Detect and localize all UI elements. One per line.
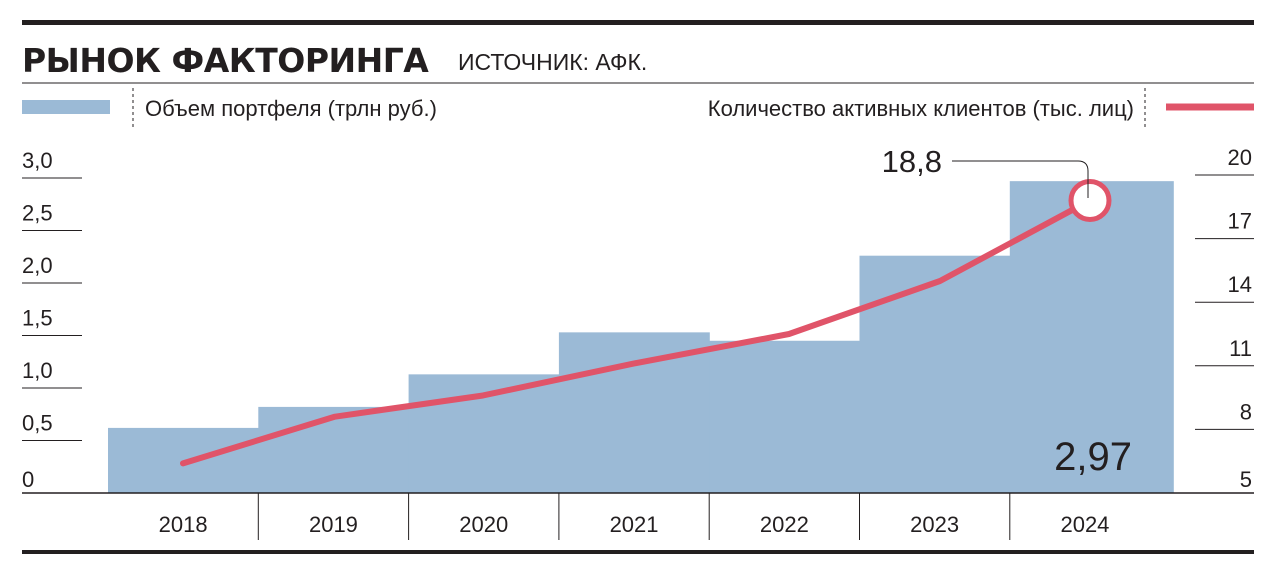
last-point-value-label: 18,8 <box>882 144 942 179</box>
year-label-2021: 2021 <box>610 512 659 537</box>
year-label-2022: 2022 <box>760 512 809 537</box>
bars <box>108 181 1174 493</box>
left-axis: 0 0,5 1,0 1,5 2,0 2,5 3,0 <box>22 148 82 492</box>
bar-2021 <box>558 332 710 493</box>
year-label-2018: 2018 <box>159 512 208 537</box>
year-label-2019: 2019 <box>309 512 358 537</box>
bar-2024 <box>1009 181 1174 493</box>
left-tick-label: 2,0 <box>22 253 53 278</box>
bottom-rule <box>22 550 1254 554</box>
clients-line <box>180 160 1112 467</box>
right-tick-label: 14 <box>1228 272 1252 297</box>
x-axis: 2018 2019 2020 2021 2022 2023 2024 <box>22 492 1254 540</box>
right-axis: 5 8 11 14 17 20 <box>1195 145 1254 492</box>
last-point-marker <box>1068 178 1112 222</box>
bar-2023 <box>859 255 1011 493</box>
legend-bar-swatch <box>22 100 110 114</box>
year-label-2024: 2024 <box>1060 512 1109 537</box>
top-rule <box>22 20 1254 25</box>
legend-line-label: Количество активных клиентов (тыс. лиц) <box>708 96 1134 121</box>
legend: Объем портфеля (трлн руб.) Количество ак… <box>22 88 1254 128</box>
bar-2019 <box>258 406 410 493</box>
right-tick-label: 17 <box>1228 209 1252 234</box>
left-tick-label: 2,5 <box>22 201 53 226</box>
chart-title: РЫНОК ФАКТОРИНГА <box>22 41 429 80</box>
bar-2020 <box>408 374 560 493</box>
left-tick-label: 1,5 <box>22 306 53 331</box>
right-tick-label: 11 <box>1229 336 1252 361</box>
right-tick-label: 20 <box>1228 145 1252 170</box>
left-tick-label: 0,5 <box>22 411 53 436</box>
left-tick-label: 0 <box>22 467 34 492</box>
left-tick-label: 1,0 <box>22 358 53 383</box>
year-label-2020: 2020 <box>459 512 508 537</box>
left-tick-label: 3,0 <box>22 148 53 173</box>
right-tick-label: 8 <box>1240 399 1252 424</box>
source-note: ИСТОЧНИК: АФК. <box>458 49 647 75</box>
right-tick-label: 5 <box>1240 467 1252 492</box>
last-bar-value-label: 2,97 <box>1054 435 1132 479</box>
bar-2022 <box>709 340 861 493</box>
legend-bars-label: Объем портфеля (трлн руб.) <box>145 96 437 121</box>
year-label-2023: 2023 <box>910 512 959 537</box>
callout-leader-line <box>952 160 1089 198</box>
annotations: 2,97 18,8 <box>882 144 1132 479</box>
